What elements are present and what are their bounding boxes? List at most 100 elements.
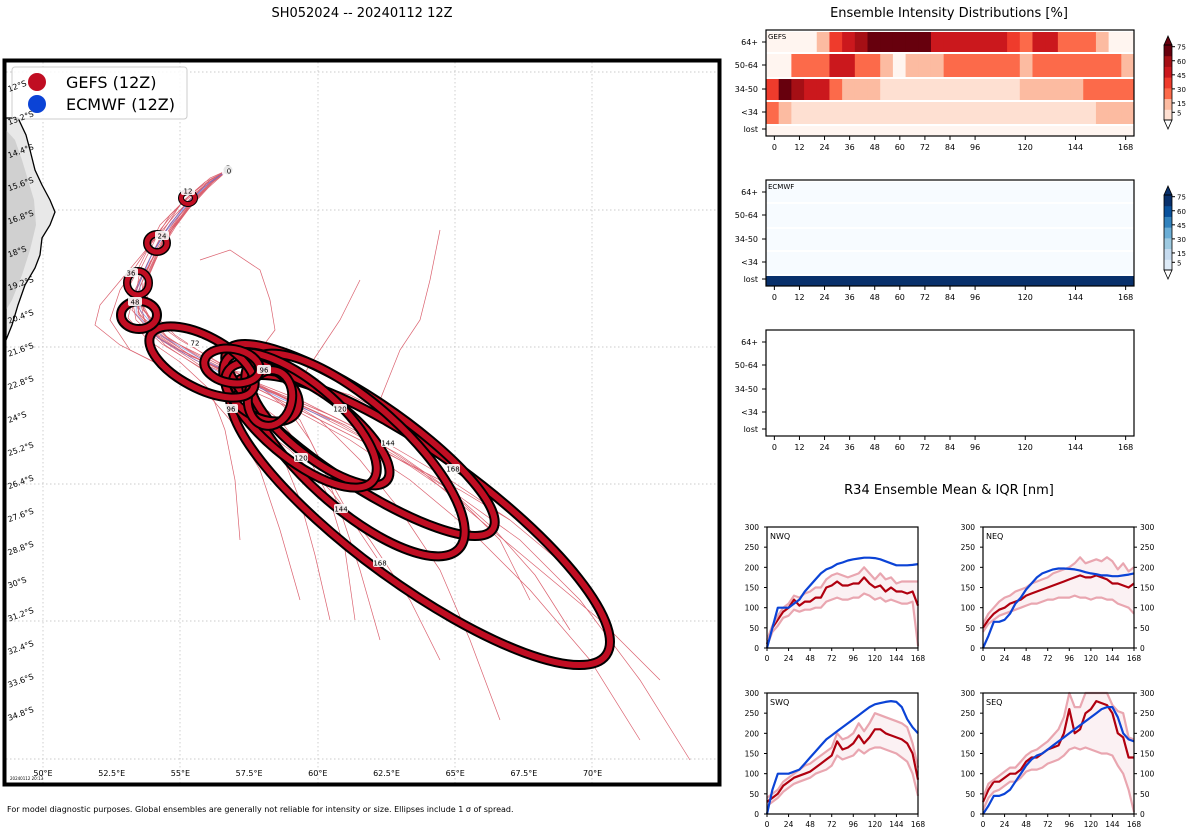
colorbar-tick-label: 5 xyxy=(1177,259,1181,267)
heat-cell xyxy=(981,276,995,286)
heat-cell xyxy=(842,79,856,100)
heat-cell xyxy=(842,252,856,274)
heat-cell xyxy=(816,182,830,202)
heat-cell xyxy=(892,79,907,100)
heat-cell xyxy=(1057,32,1072,52)
heat-cell xyxy=(766,276,780,286)
y-tick-label: 0 xyxy=(754,810,759,819)
heat-cell xyxy=(1045,54,1059,77)
series-gefs-mean xyxy=(765,576,920,645)
x-tick-label: 24 xyxy=(819,293,829,302)
heat-cell xyxy=(1057,276,1072,286)
y-tick-label-right: 300 xyxy=(1140,523,1155,532)
x-tick-label: 48 xyxy=(870,443,880,452)
heat-cell xyxy=(766,54,780,77)
heat-cell xyxy=(918,204,932,227)
series-gefs-mean xyxy=(766,728,920,803)
heat-cell xyxy=(766,79,780,100)
y-tick-label: 100 xyxy=(745,604,760,613)
heat-cell xyxy=(1019,54,1033,77)
x-tick-label: 0 xyxy=(772,143,777,152)
heat-cell xyxy=(1121,276,1135,286)
y-tick-label: 50 xyxy=(965,624,975,633)
x-tick-label: 96 xyxy=(970,143,980,152)
row-label: 64+ xyxy=(741,188,758,197)
heat-cell xyxy=(804,79,818,100)
heat-cell xyxy=(854,276,869,286)
y-tick-label: 0 xyxy=(970,810,975,819)
spread-ellipses xyxy=(116,165,615,671)
heat-cell xyxy=(1108,54,1122,77)
heat-cell xyxy=(994,126,1008,136)
heat-cell xyxy=(905,276,919,286)
heat-cell xyxy=(969,182,983,202)
heat-cell xyxy=(1045,79,1059,100)
x-tick-label: 36 xyxy=(845,443,855,452)
tau-label-bg xyxy=(155,231,169,240)
heat-cell xyxy=(1095,252,1110,274)
heat-cell xyxy=(816,276,830,286)
x-tick-label: 72 xyxy=(827,654,837,663)
heat-cell xyxy=(1057,102,1072,124)
heat-cell xyxy=(918,229,932,250)
row-label: <34 xyxy=(741,258,758,267)
heat-cell xyxy=(1032,79,1046,100)
map-plot-area: 0 12 24 36 48 72 96 120 144 168 96 120 144 168 xyxy=(6,62,718,783)
heat-cell xyxy=(1108,182,1122,202)
panel-name: NEQ xyxy=(986,532,1003,541)
lat-label: 33.6°S xyxy=(7,672,35,690)
heat-cell xyxy=(842,182,856,202)
map-title: SH052024 -- 20240112 12Z xyxy=(271,6,452,21)
row-label: lost xyxy=(744,425,758,434)
heat-cell xyxy=(918,276,932,286)
heat-cell xyxy=(905,204,919,227)
x-tick-label: 120 xyxy=(1018,443,1033,452)
heat-cell xyxy=(854,102,869,124)
colorbar-frame xyxy=(1163,44,1173,121)
series-gefs-iqr-lower xyxy=(766,746,920,807)
x-tick-label: 24 xyxy=(784,654,794,663)
tau-label-48: 48 xyxy=(131,299,140,307)
heat-panel-name: GEFS xyxy=(768,33,787,41)
heat-cell xyxy=(778,182,792,202)
heat-cell xyxy=(880,252,894,274)
x-tick-label: 60 xyxy=(895,143,905,152)
heat-cell xyxy=(892,229,907,250)
heat-cell xyxy=(956,32,970,52)
heat-cell xyxy=(1095,126,1110,136)
y-tick-label: 100 xyxy=(961,770,976,779)
x-tick-label: 168 xyxy=(911,654,926,663)
heat-cell xyxy=(892,182,907,202)
heat-cell xyxy=(1121,229,1135,250)
x-tick-label: 96 xyxy=(1065,820,1075,829)
heat-cell xyxy=(981,204,995,227)
heat-cell xyxy=(1019,252,1033,274)
lon-label: 67.5°E xyxy=(510,769,537,778)
heat-cell xyxy=(1083,276,1097,286)
tau-label-bg xyxy=(224,404,238,413)
heat-cell xyxy=(867,32,881,52)
heat-cell xyxy=(1007,126,1021,136)
heat-cell xyxy=(981,79,995,100)
heat-cell xyxy=(943,54,957,77)
heat-cell xyxy=(842,54,856,77)
heat-cell xyxy=(905,229,919,250)
heat-cell xyxy=(1108,32,1122,52)
heat-cell xyxy=(1019,126,1033,136)
x-tick-label: 72 xyxy=(920,443,930,452)
ellipse-120 xyxy=(218,347,382,493)
tau-label-bg xyxy=(373,558,387,567)
heat-cell xyxy=(766,182,780,202)
heat-cell xyxy=(918,252,932,274)
heat-cell xyxy=(930,182,945,202)
colorbar-seg xyxy=(1164,77,1172,89)
colorbar-seg xyxy=(1164,259,1172,271)
row-label: 50-64 xyxy=(735,361,758,370)
heat-cell xyxy=(1083,182,1097,202)
heat-cell xyxy=(969,276,983,286)
heat-cell xyxy=(867,204,881,227)
lat-label: 28.8°S xyxy=(7,540,35,558)
colorbar-seg xyxy=(1164,45,1172,57)
x-tick-label: 96 xyxy=(970,293,980,302)
